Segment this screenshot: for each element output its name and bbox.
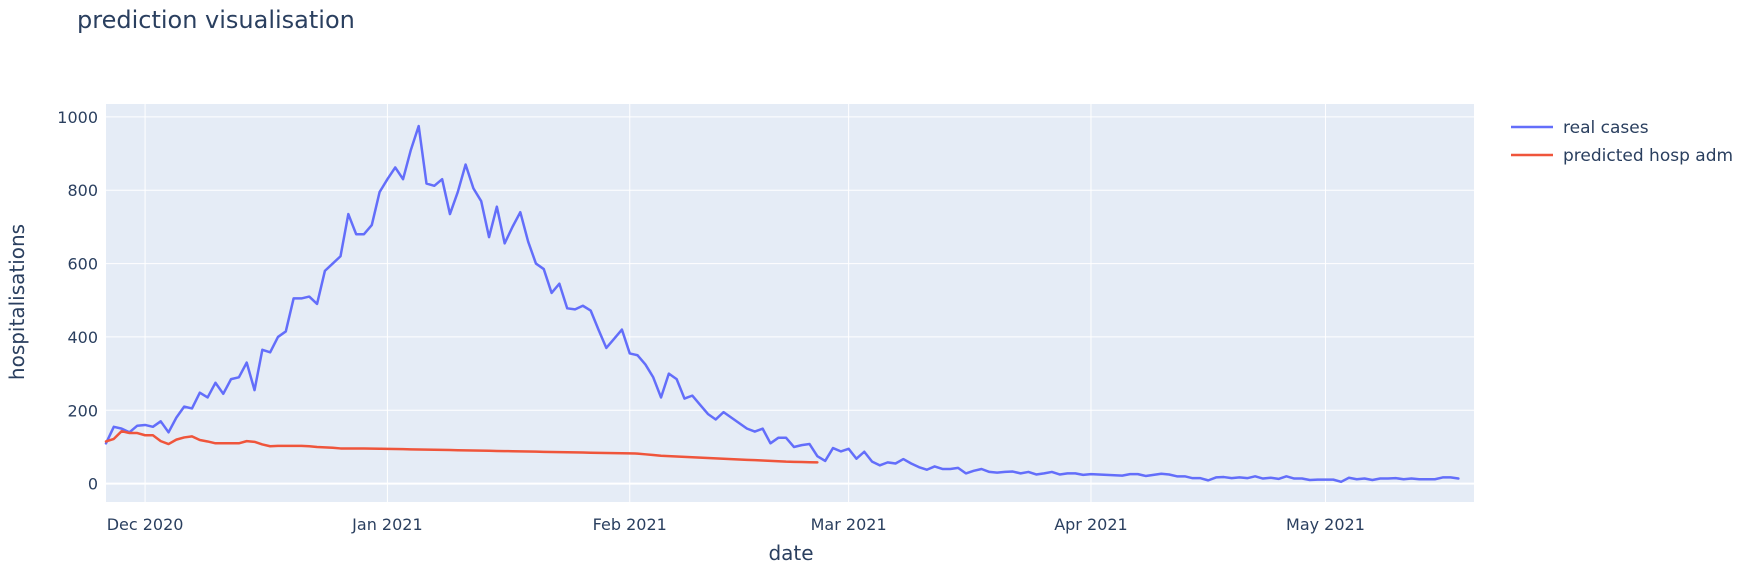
x-axis-ticks: Dec 2020 Jan 2021 Feb 2021 Mar 2021 Apr 2021…: [107, 515, 1365, 534]
y-tick-label: 800: [67, 181, 98, 200]
x-axis-title: date: [768, 541, 813, 565]
y-tick-label: 600: [67, 255, 98, 274]
legend-label: real cases: [1563, 118, 1649, 138]
grid: [106, 104, 1474, 502]
plot-area: [106, 104, 1474, 502]
series-0: [104, 124, 1460, 484]
x-tick-label: Dec 2020: [107, 515, 184, 534]
series-line-0: [104, 124, 1460, 484]
y-tick-label: 1000: [57, 108, 98, 127]
legend: real cases predicted hosp adm: [1511, 118, 1733, 166]
series-layer: [104, 124, 1460, 484]
y-axis-title: hospitalisations: [5, 224, 29, 380]
legend-item-1[interactable]: predicted hosp adm: [1511, 146, 1733, 166]
y-tick-label: 0: [88, 475, 98, 494]
x-tick-label: May 2021: [1286, 515, 1365, 534]
x-tick-label: Feb 2021: [593, 515, 667, 534]
legend-item-0[interactable]: real cases: [1511, 118, 1649, 138]
legend-label: predicted hosp adm: [1563, 146, 1733, 166]
series-1: [104, 429, 819, 464]
series-line-1: [104, 429, 819, 464]
x-tick-label: Jan 2021: [351, 515, 422, 534]
x-tick-label: Mar 2021: [811, 515, 887, 534]
x-tick-label: Apr 2021: [1054, 515, 1127, 534]
y-axis-ticks: 0 200 400 600 800 1000: [57, 108, 98, 494]
y-tick-label: 200: [67, 401, 98, 420]
chart-title: prediction visualisation: [77, 6, 355, 34]
y-tick-label: 400: [67, 328, 98, 347]
